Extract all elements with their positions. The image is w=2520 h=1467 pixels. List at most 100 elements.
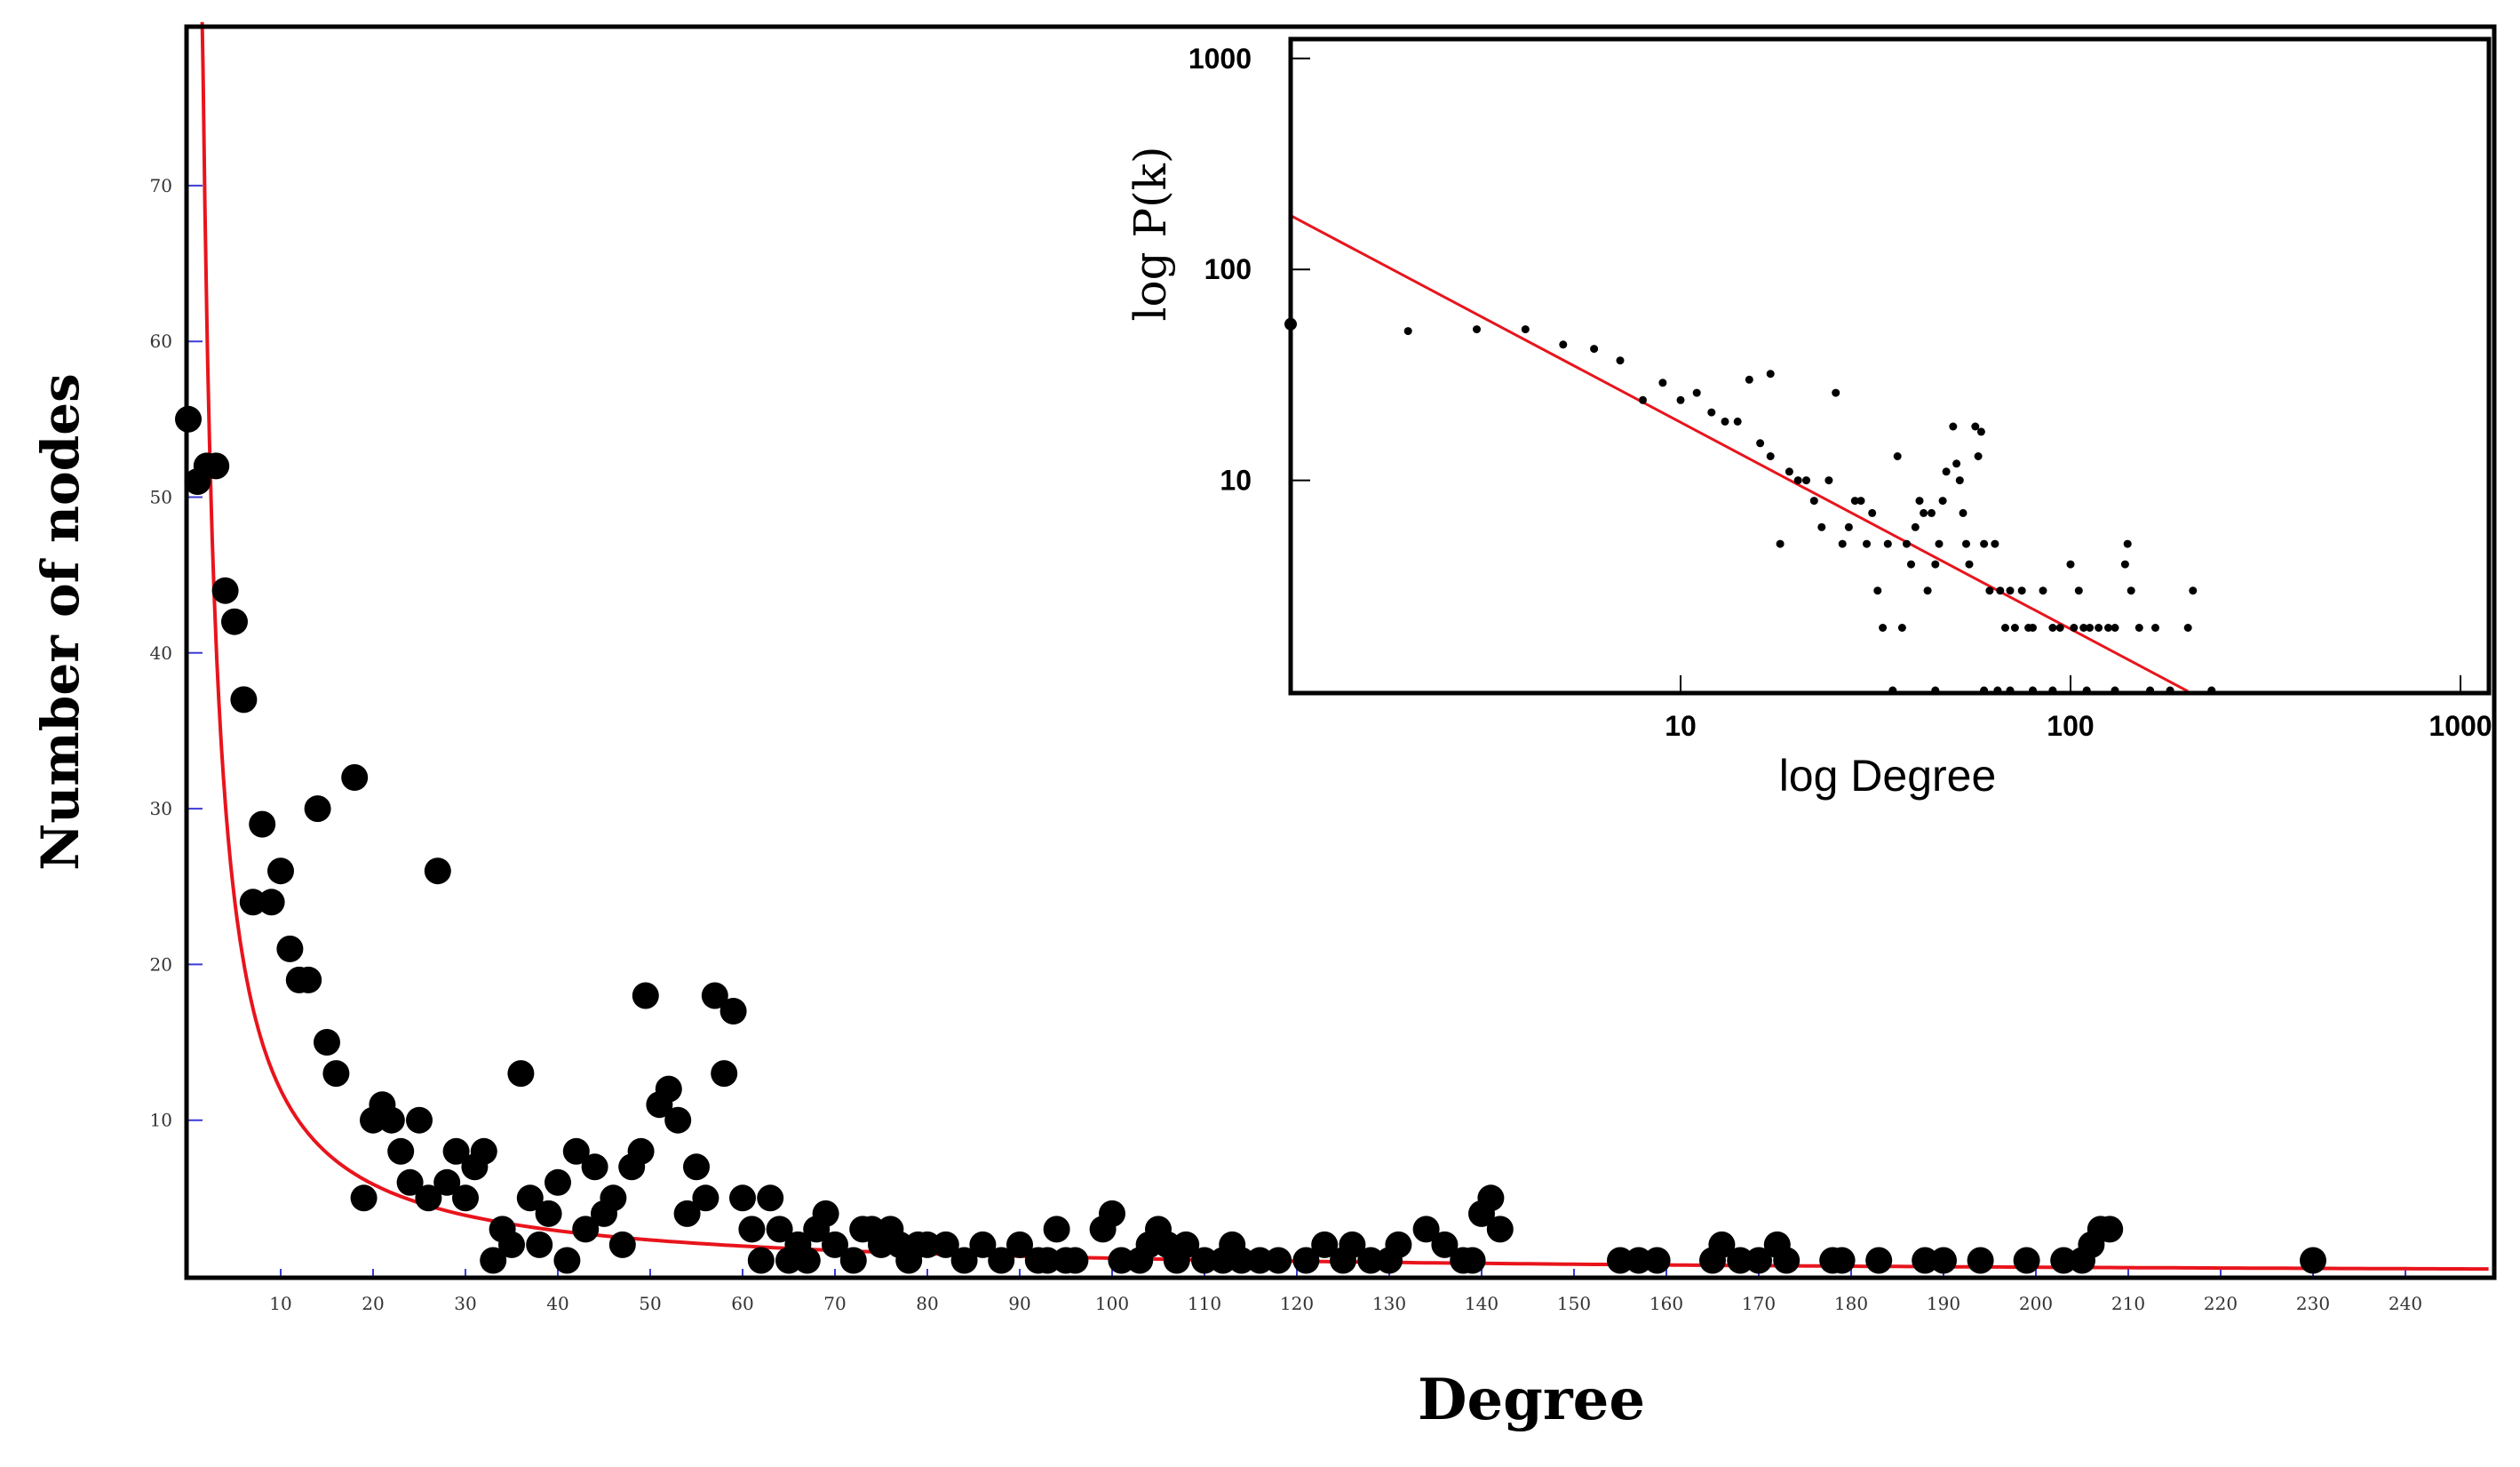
main-data-point <box>1486 1216 1514 1243</box>
inset-data-points <box>1284 317 2216 695</box>
inset-data-point <box>1971 422 1980 431</box>
main-data-point <box>1727 1247 1754 1274</box>
inset-data-point <box>1850 497 1859 506</box>
main-data-point <box>249 810 276 838</box>
main-data-point <box>1459 1247 1486 1274</box>
inset-fit-line-group <box>1290 214 2189 693</box>
main-x-tick-label: 180 <box>1834 1293 1868 1314</box>
main-data-point <box>442 1137 470 1165</box>
main-data-point <box>1431 1231 1459 1258</box>
main-x-tick-label: 90 <box>1008 1293 1030 1314</box>
main-data-point <box>507 1060 535 1088</box>
inset-data-point <box>1883 539 1892 548</box>
inset-data-point <box>1590 345 1599 354</box>
main-data-point <box>396 1168 424 1196</box>
main-x-tick-label: 130 <box>1372 1293 1406 1314</box>
main-data-point <box>526 1231 553 1258</box>
main-data-point <box>1191 1247 1218 1274</box>
main-data-point <box>1339 1231 1366 1258</box>
main-data-point <box>950 1247 978 1274</box>
inset-data-point <box>1733 417 1742 426</box>
main-x-tick-label: 220 <box>2204 1293 2238 1314</box>
main-data-point <box>1607 1247 1634 1274</box>
main-data-point <box>267 857 294 885</box>
main-data-point <box>1228 1247 1255 1274</box>
main-data-point <box>314 1029 340 1056</box>
main-data-point <box>535 1200 562 1227</box>
main-data-point <box>1292 1247 1320 1274</box>
inset-data-point <box>2066 560 2075 569</box>
inset-data-point <box>1707 408 1716 417</box>
inset-data-point <box>2029 624 2037 632</box>
main-data-point <box>1043 1216 1070 1243</box>
main-x-tick-label: 160 <box>1650 1293 1683 1314</box>
inset-data-point <box>1692 388 1701 397</box>
inset-data-point <box>2095 624 2103 632</box>
main-x-tick-label: 210 <box>2111 1293 2145 1314</box>
inset-y-tick-label: 10 <box>1220 465 1252 497</box>
main-data-point <box>545 1168 571 1196</box>
main-data-point <box>2050 1247 2078 1274</box>
main-data-point <box>1477 1184 1505 1212</box>
main-data-point <box>1773 1247 1801 1274</box>
main-data-point <box>276 935 304 962</box>
main-y-tick-label: 20 <box>150 953 172 975</box>
main-data-point <box>230 686 258 714</box>
main-data-point <box>757 1184 784 1212</box>
inset-data-point <box>1521 325 1530 334</box>
main-data-point <box>415 1184 442 1212</box>
main-plot-frame <box>184 24 2497 1280</box>
main-data-point <box>406 1106 433 1134</box>
inset-data-point <box>1907 560 1915 569</box>
main-data-point <box>608 1231 636 1258</box>
main-data-point <box>793 1247 821 1274</box>
inset-data-point <box>1403 327 1412 336</box>
inset-frame <box>1288 36 2492 696</box>
main-data-point <box>387 1137 415 1165</box>
inset-data-point <box>2010 624 2019 632</box>
inset-data-point <box>1935 539 1944 548</box>
main-x-tick-label: 240 <box>2389 1293 2422 1314</box>
inset-y-tick-label: 100 <box>1204 253 1252 285</box>
main-data-point <box>1708 1231 1736 1258</box>
inset-data-point <box>1965 560 1974 569</box>
inset-data-point <box>1802 476 1810 485</box>
main-x-tick-label: 190 <box>1927 1293 1960 1314</box>
main-data-point <box>581 1153 608 1181</box>
inset-y-tick-labels: 10 100 1000 <box>1188 43 1252 497</box>
inset-data-point <box>1942 467 1951 476</box>
main-data-point <box>2096 1216 2124 1243</box>
inset-data-point <box>1985 586 1994 595</box>
main-data-point <box>1265 1247 1292 1274</box>
main-x-tick-label: 60 <box>731 1293 753 1314</box>
inset-data-point <box>1766 370 1775 379</box>
main-x-tick-label: 50 <box>639 1293 661 1314</box>
inset-data-point <box>1844 522 1853 531</box>
main-data-point <box>600 1184 627 1212</box>
main-data-point <box>203 452 230 480</box>
main-data-point <box>1246 1247 1274 1274</box>
main-data-point <box>572 1216 600 1243</box>
inset-data-point <box>1721 417 1729 426</box>
inset-data-point <box>1911 522 1920 531</box>
inset-data-point <box>2048 624 2057 632</box>
main-data-point <box>1865 1247 1893 1274</box>
inset-data-point <box>1824 476 1833 485</box>
main-data-point <box>1828 1247 1856 1274</box>
main-data-point <box>341 764 369 791</box>
main-data-point <box>498 1231 525 1258</box>
main-x-tick-label: 140 <box>1465 1293 1498 1314</box>
inset-data-point <box>1897 624 1906 632</box>
main-data-point <box>2013 1247 2040 1274</box>
inset-data-point <box>2086 624 2095 632</box>
inset-data-point <box>1959 508 1968 517</box>
main-data-point <box>304 795 331 823</box>
main-data-point <box>378 1106 405 1134</box>
inset-data-point <box>1832 388 1840 397</box>
main-data-point <box>627 1137 655 1165</box>
inset-data-point <box>1658 379 1667 387</box>
main-data-point <box>258 889 285 916</box>
main-data-point <box>350 1184 378 1212</box>
inset-y-axis-label: log P(k) <box>1125 147 1176 322</box>
